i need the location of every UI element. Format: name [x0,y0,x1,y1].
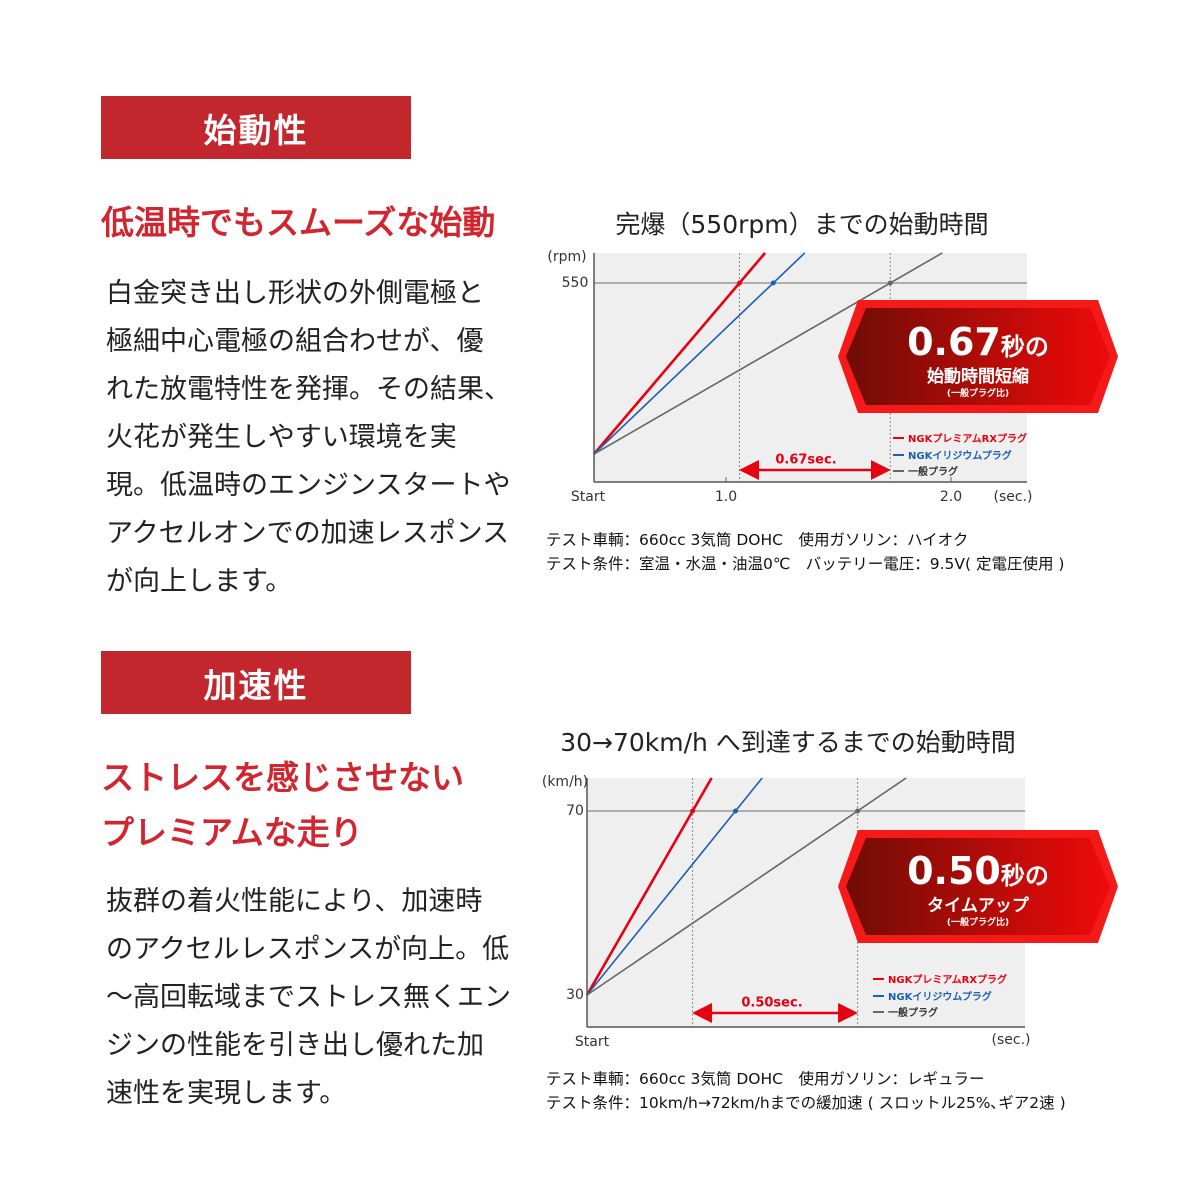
legend-item: 一般プラグ [873,1004,938,1019]
body-line: が向上します。 [106,566,293,597]
section-header-acceleration: 加速性 [101,651,411,714]
legend-item: NGKイリジウムプラグ [893,447,1012,462]
x-axis-label: (sec.) [991,1032,1031,1048]
badge-unit: 秒の [1000,862,1049,890]
body-line: 白金突き出し形状の外側電極と [106,278,484,309]
series-target-point [737,280,742,286]
chart-title: 完爆（550rpm）までの始動時間 [615,210,989,239]
gap-label: 0.67sec. [775,452,837,468]
series-target-point [733,808,738,814]
x-start-label: Start [574,1034,610,1050]
badge-note: (一般プラグ比) [946,918,1010,928]
series-line [586,777,763,996]
legend-label: NGKプレミアムRXプラグ [908,434,1028,445]
x-start-label: Start [570,489,606,505]
body-line: ジンの性能を引き出し優れた加 [106,1030,484,1061]
x-axis-label: (sec.) [993,489,1033,505]
body-line: 抜群の着火性能により、加速時 [106,886,483,917]
badge-unit: 秒の [1000,333,1049,361]
y-axis-label: (rpm) [547,249,587,265]
y-tick-label: 30 [566,987,584,1003]
series-line [585,777,713,996]
y-axis-label: (km/h) [541,774,589,790]
series-target-point [855,808,861,814]
test-note: テスト車輌：660cc 3気筒 DOHC 使用ガソリン：レギュラー [546,1070,985,1088]
gap-label: 0.50sec. [741,995,803,1011]
badge-value: 0.50 [907,849,1001,893]
legend-item: 一般プラグ [893,463,958,478]
y-tick-label: 70 [566,803,584,819]
test-note: テスト条件：10km/h→72km/hまでの緩加速 ( スロットル25%､ギア2… [546,1094,1066,1112]
legend-item: NGKプレミアムRXプラグ [873,971,1007,986]
legend-label: NGKイリジウムプラグ [888,992,992,1003]
y-tick-label: 550 [561,275,589,291]
series-line [586,777,907,996]
series-target-point [690,808,696,814]
badge-text: 0.67秒の 始動時間短縮 (一般プラグ比) [907,322,1049,401]
legend-label: 一般プラグ [908,467,958,478]
section-subheading: 低温時でもスムーズな始動 [101,203,496,242]
badge-caption: タイムアップ [927,896,1029,916]
series-line [593,252,806,455]
body-line: れた放電特性を発揮。その結果、 [106,374,511,405]
section-subheading: プレミアムな走り [101,813,363,852]
legend-label: 一般プラグ [888,1008,938,1019]
x-tick-label: 1.0 [714,489,738,505]
chart-title: 30→70km/h へ到達するまでの始動時間 [560,728,1016,757]
badge-value: 0.67 [907,320,1001,364]
legend-label: NGKイリジウムプラグ [908,451,1012,462]
body-line: 現。低温時のエンジンスタートや [106,470,511,501]
body-line: 極細中心電極の組合わせが、優 [106,326,484,357]
series-line [593,252,767,455]
body-line: 速性を実現します。 [106,1078,347,1109]
series-target-point [887,280,893,286]
legend-label: NGKプレミアムRXプラグ [888,975,1008,986]
body-line: のアクセルレスポンスが向上。低 [106,934,510,965]
series-target-point [770,280,776,286]
body-line: アクセルオンでの加速レスポンス [106,518,510,549]
series-line [593,252,943,455]
badge-note: (一般プラグ比) [946,389,1010,399]
section-subheading: ストレスを感じさせない [101,758,464,797]
x-tick-label: 2.0 [939,489,963,505]
body-line: 火花が発生しやすい環境を実 [106,422,457,453]
section-header-starting: 始動性 [101,96,411,159]
legend-item: NGKプレミアムRXプラグ [893,430,1027,445]
badge-text: 0.50秒の タイムアップ (一般プラグ比) [907,851,1049,930]
legend-item: NGKイリジウムプラグ [873,988,992,1003]
body-line: ～高回転域までストレス無くエン [106,982,511,1013]
test-note: テスト車輌：660cc 3気筒 DOHC 使用ガソリン：ハイオク [546,531,969,549]
test-note: テスト条件：室温・水温・油温0℃ バッテリー電圧：9.5V( 定電圧使用 ) [546,555,1065,573]
badge-caption: 始動時間短縮 [926,367,1029,387]
